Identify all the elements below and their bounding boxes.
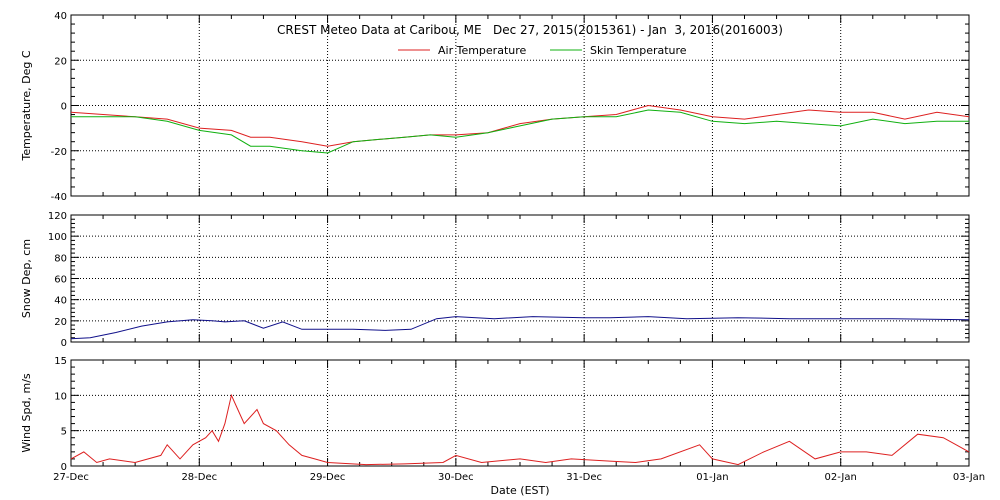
y-tick-label: 15 — [54, 356, 67, 367]
y-tick-label: 5 — [61, 427, 67, 438]
y-tick-label: 120 — [48, 211, 67, 222]
y-tick-label: 40 — [54, 296, 67, 307]
legend-label-air-temperature: Air Temperature — [438, 44, 527, 57]
y-tick-label: 0 — [61, 462, 67, 473]
x-tick-label: 02-Jan — [825, 472, 857, 483]
panel-0: 40 20 0 -20 -40 Temperature, Deg C — [20, 11, 970, 203]
y-axis-title: Wind Spd, m/s — [20, 373, 33, 453]
y-tick-label: 20 — [54, 56, 67, 67]
x-tick-label: 30-Dec — [438, 472, 474, 483]
legend-label-skin-temperature: Skin Temperature — [590, 44, 687, 57]
y-tick-label: 20 — [54, 317, 67, 328]
y-tick-label: 100 — [48, 232, 67, 243]
y-tick-label: 40 — [54, 11, 67, 22]
x-axis-title: Date (EST) — [490, 484, 549, 497]
y-axis-title: Snow Dep, cm — [20, 239, 33, 318]
legend: Air Temperature Skin Temperature — [398, 44, 687, 57]
series-line-1-0 — [70, 316, 970, 340]
y-tick-label: 0 — [61, 338, 67, 349]
y-tick-label: 60 — [54, 275, 67, 286]
y-axis-title: Temperature, Deg C — [20, 50, 33, 161]
chart-title: CREST Meteo Data at Caribou, ME Dec 27, … — [277, 23, 783, 37]
y-tick-label: 10 — [54, 391, 67, 402]
y-tick-label: 0 — [61, 102, 67, 113]
series-line-0-1 — [71, 109, 969, 154]
y-tick-label: -20 — [51, 147, 67, 158]
y-tick-label: -40 — [51, 192, 67, 203]
panel-2: 15 10 5 0 Wind Spd, m/s — [20, 356, 970, 473]
x-tick-label: 31-Dec — [566, 472, 602, 483]
x-tick-label: 01-Jan — [696, 472, 728, 483]
x-tick-label: 29-Dec — [310, 472, 346, 483]
x-tick-label: 03-Jan — [953, 472, 985, 483]
panel-frame — [70, 14, 970, 197]
x-tick-label: 27-Dec — [53, 472, 89, 483]
panel-1: 120 100 80 60 40 20 0 Snow Dep, cm — [20, 211, 970, 349]
x-tick-label: 28-Dec — [181, 472, 217, 483]
panel-frame — [70, 359, 970, 467]
panel-frame — [70, 214, 970, 343]
y-tick-label: 80 — [54, 253, 67, 264]
series-line-2-0 — [70, 393, 970, 466]
